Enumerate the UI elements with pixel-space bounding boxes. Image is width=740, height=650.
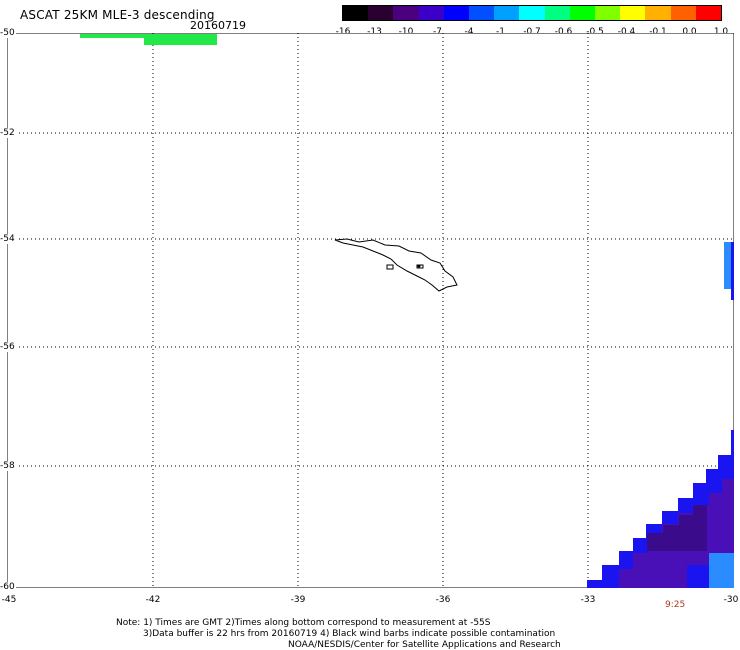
colorbar-label: -10 <box>398 27 414 37</box>
longitude-gridlines <box>152 33 589 588</box>
color-scale-bar <box>342 5 722 21</box>
colorbar-label: -13 <box>367 27 382 37</box>
colorbar-label: 0.0 <box>682 27 697 37</box>
note-line-1: Note: 1) Times are GMT 2)Times along bot… <box>116 618 491 628</box>
date-label: 20160719 <box>190 19 246 32</box>
time-label: 9:25 <box>665 600 686 610</box>
colorbar-label: -0.7 <box>523 27 541 37</box>
colorbar-swatch <box>569 6 596 20</box>
colorbar-swatch <box>519 6 545 20</box>
note-line-2: 3)Data buffer is 22 hrs from 20160719 4)… <box>143 629 556 639</box>
lon-label: -33 <box>580 595 596 605</box>
colorbar-swatch <box>418 6 444 20</box>
colorbar-swatch <box>620 6 646 20</box>
lon-label: -30 <box>723 595 739 605</box>
colorbar-label: -0.1 <box>649 27 667 37</box>
chart-title: ASCAT 25KM MLE-3 descending <box>20 8 215 22</box>
lon-label: -42 <box>145 595 161 605</box>
lat-label: -54 <box>0 234 16 244</box>
colorbar-swatch <box>368 6 394 20</box>
lon-label: -45 <box>1 595 17 605</box>
note-line-3: NOAA/NESDIS/Center for Satellite Applica… <box>288 640 561 650</box>
lon-label: -36 <box>435 595 451 605</box>
colorbar-swatch <box>469 6 495 20</box>
lat-label: -56 <box>0 342 16 352</box>
swath-top-green <box>80 34 217 45</box>
island-dot <box>417 264 421 268</box>
lon-label: -39 <box>290 595 306 605</box>
colorbar-label: -7 <box>433 27 442 37</box>
colorbar-label: -0.6 <box>554 27 573 37</box>
colorbar-swatch <box>544 6 570 20</box>
lat-label: -50 <box>0 28 16 38</box>
colorbar-swatch <box>645 6 671 20</box>
lat-label: -58 <box>0 461 16 471</box>
lat-label: -60 <box>0 582 16 592</box>
colorbar-swatch <box>443 6 470 20</box>
colorbar-swatch <box>494 6 520 20</box>
swath-right-edge <box>724 242 734 470</box>
lat-label: -52 <box>0 128 16 138</box>
colorbar-swatch <box>670 6 696 20</box>
colorbar-swatch <box>343 6 369 20</box>
colorbar-label: -16 <box>335 27 351 37</box>
colorbar-swatch <box>393 6 419 20</box>
colorbar-label: -0.4 <box>617 27 636 37</box>
colorbar-label: 1.0 <box>713 27 729 37</box>
colorbar-label: -1 <box>496 27 505 37</box>
colorbar-swatch <box>595 6 621 20</box>
colorbar-swatch <box>695 6 722 20</box>
map-plot[interactable] <box>7 33 734 588</box>
coastline-island <box>334 238 458 292</box>
swath-bottom-right <box>587 455 734 588</box>
colorbar-label: -0.5 <box>586 27 604 37</box>
colorbar-label: -4 <box>464 27 474 37</box>
